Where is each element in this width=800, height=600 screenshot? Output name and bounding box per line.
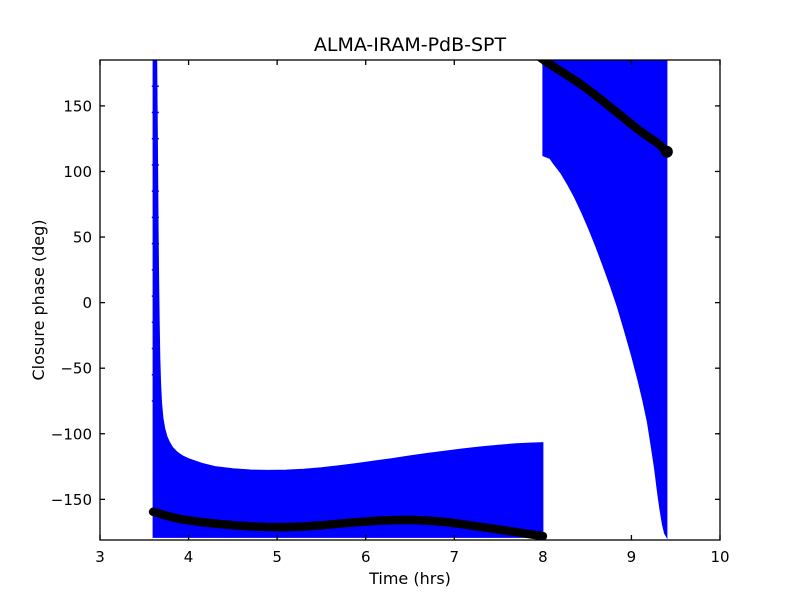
model-phase-left [148, 507, 548, 540]
y-tick-label: −100 [51, 425, 92, 443]
axes-frame [99, 59, 721, 541]
x-tick-label: 4 [184, 548, 194, 566]
x-tick-label: 7 [450, 548, 460, 566]
x-tick-label: 9 [627, 548, 637, 566]
y-tick-label: −150 [51, 491, 92, 509]
y-tick-label: 100 [63, 163, 92, 181]
y-tick-label: 0 [82, 294, 92, 312]
x-tick-label: 5 [272, 548, 282, 566]
model-phase-right [537, 60, 672, 157]
chart-title: ALMA-IRAM-PdB-SPT [314, 34, 507, 56]
error-envelope-right [542, 60, 668, 540]
y-axis-label: Closure phase (deg) [29, 219, 48, 380]
x-tick-label: 10 [710, 548, 729, 566]
y-tick-label: −50 [60, 360, 92, 378]
y-tick-label: 50 [73, 229, 92, 247]
plot-area: 3 4 5 6 7 8 9 10 −150 −100 −50 0 50 100 150 [51, 59, 730, 566]
x-tick-label: 6 [361, 548, 371, 566]
x-axis-label: Time (hrs) [368, 569, 451, 588]
x-tick-label: 8 [538, 548, 548, 566]
y-tick-label: 150 [63, 97, 92, 115]
error-envelope-left [152, 60, 544, 538]
x-tick-label: 3 [95, 548, 105, 566]
model-endpoint [660, 145, 673, 158]
